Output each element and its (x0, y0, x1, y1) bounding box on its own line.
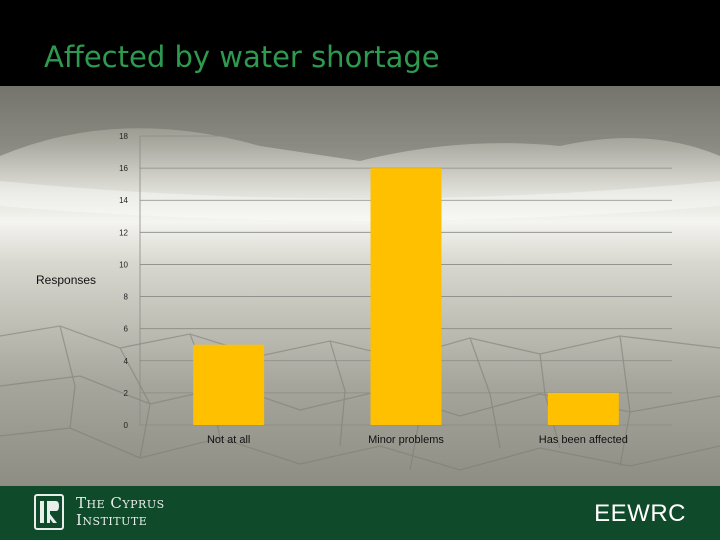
dry-riverbed-scene (0, 86, 720, 471)
y-tick-label: 2 (124, 389, 129, 398)
y-tick-label: 12 (119, 228, 128, 237)
y-tick-label: 10 (119, 260, 128, 269)
y-tick-label: 6 (124, 325, 129, 334)
institute-name-line2: Institute (76, 511, 148, 529)
y-tick-label: 4 (124, 357, 129, 366)
cyprus-institute-logo-icon (34, 494, 64, 530)
institute-name-line1: The Cyprus (76, 494, 165, 512)
x-tick-label: Minor problems (368, 434, 444, 446)
y-tick-label: 8 (124, 293, 129, 302)
x-tick-label: Has been affected (539, 434, 628, 446)
bar-chart: 0 2 4 6 8 10 12 14 16 18 Not at all Minor problems… (36, 132, 672, 446)
x-tick-label: Not at all (207, 434, 250, 446)
y-tick-label: 0 (124, 421, 129, 430)
y-axis-label: Responses (36, 273, 96, 287)
bar-has-been-affected (547, 392, 619, 425)
y-tick-label: 18 (119, 132, 128, 141)
slide-header: Affected by water shortage (0, 0, 720, 86)
slide-title: Affected by water shortage (44, 40, 440, 74)
y-tick-label: 14 (119, 196, 128, 205)
slide-footer: The Cyprus Institute EEWRC (0, 486, 720, 540)
background-photo: 0 2 4 6 8 10 12 14 16 18 Not at all Minor problems… (0, 86, 720, 486)
eewrc-brand: EEWRC (594, 500, 686, 527)
y-tick-label: 16 (119, 164, 128, 173)
institute-name: The Cyprus Institute (76, 495, 165, 529)
bar-minor-problems (370, 168, 442, 425)
bar-not-at-all (193, 344, 265, 425)
